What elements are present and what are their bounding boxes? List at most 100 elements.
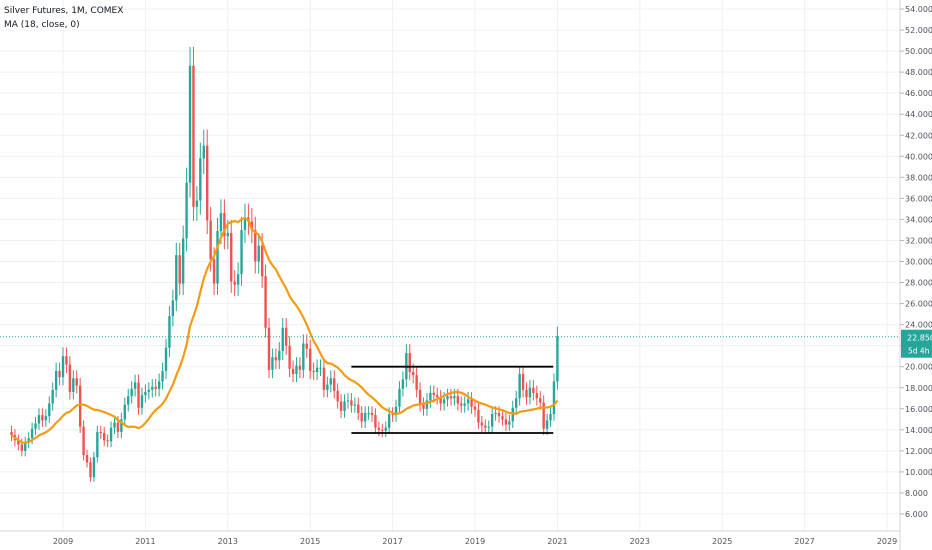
- price-axis: 6.000 8.000 10.000 12.000 14.000 16.000 18.000…: [900, 5, 932, 519]
- candle-body: [484, 425, 487, 428]
- candle-body: [515, 398, 518, 408]
- candle-body: [363, 413, 367, 422]
- time-tick-label: 2009: [53, 537, 73, 546]
- candle-body: [336, 390, 339, 402]
- candle-body: [381, 429, 384, 431]
- chart-grid: [0, 0, 900, 531]
- candle-body: [412, 371, 415, 376]
- candle-body: [384, 427, 387, 431]
- candle-body: [171, 300, 175, 317]
- candle-body: [494, 413, 497, 415]
- candle-body: [34, 423, 37, 429]
- candle-body: [532, 387, 535, 394]
- time-tick-label: 2023: [630, 537, 650, 546]
- candle-body: [10, 431, 13, 436]
- candle-body: [219, 213, 223, 231]
- candle-body: [240, 229, 243, 275]
- candle-body: [436, 395, 439, 398]
- candle-body: [446, 396, 449, 400]
- candle-body: [137, 382, 140, 408]
- candle-body: [288, 345, 291, 369]
- candle-body: [453, 396, 456, 399]
- candle-body: [501, 416, 504, 420]
- price-tick-label: 38.000: [905, 173, 932, 182]
- candle-body: [477, 409, 480, 423]
- candle-body: [556, 336, 559, 382]
- candle-body: [267, 327, 271, 370]
- candle-body: [30, 428, 34, 439]
- candle-body: [329, 378, 332, 385]
- candle-body: [75, 378, 78, 386]
- candle-body: [120, 419, 123, 432]
- candle-body: [199, 158, 202, 201]
- candle-body: [302, 343, 305, 370]
- price-tick-label: 44.000: [905, 110, 932, 119]
- candle-body: [216, 230, 219, 284]
- candle-body: [178, 255, 181, 284]
- candle-body: [202, 145, 205, 159]
- time-axis: 2009 2011 2013 2015 2017 2019 2021 2023 2025 2027…: [53, 537, 897, 546]
- candle-body: [312, 370, 315, 372]
- price-tick-label: 48.000: [905, 68, 932, 77]
- candle-body: [346, 400, 350, 402]
- candle-body: [99, 431, 102, 433]
- candle-body: [185, 182, 188, 239]
- candle-body: [309, 348, 312, 371]
- candle-body: [181, 238, 185, 284]
- candle-body: [230, 233, 233, 282]
- candle-body: [212, 259, 216, 284]
- candle-body: [439, 397, 442, 404]
- candle-body: [463, 403, 466, 406]
- candle-body: [82, 426, 85, 456]
- candle-body: [58, 370, 61, 378]
- candle-body: [144, 391, 147, 396]
- candle-body: [343, 401, 346, 411]
- candle-body: [151, 386, 154, 390]
- candle-body: [339, 401, 343, 411]
- candle-body: [24, 442, 27, 451]
- candle-body: [326, 384, 329, 390]
- candle-body: [333, 378, 336, 391]
- candle-body: [367, 413, 370, 414]
- candle-body: [281, 327, 284, 351]
- candle-body: [518, 374, 521, 399]
- candle-body: [374, 415, 377, 428]
- candle-body: [140, 395, 144, 408]
- candle-body: [415, 375, 418, 390]
- price-tick-label: 46.000: [905, 89, 932, 98]
- candle-body: [37, 415, 41, 424]
- candle-body: [41, 415, 44, 421]
- horizontal-level-lines: [351, 365, 554, 434]
- time-tick-label: 2025: [712, 537, 732, 546]
- candle-body: [27, 438, 30, 443]
- candle-body: [17, 440, 20, 445]
- time-tick-label: 2019: [465, 537, 485, 546]
- candle-body: [85, 455, 89, 463]
- candle-body: [61, 356, 65, 378]
- candle-body: [168, 316, 171, 348]
- candle-body: [377, 427, 381, 430]
- candle-body: [96, 431, 99, 458]
- candle-body: [370, 413, 374, 416]
- candle-body: [68, 364, 72, 392]
- candle-body: [490, 414, 494, 427]
- price-tick-label: 20.000: [905, 363, 932, 372]
- candle-body: [116, 422, 120, 432]
- candle-body: [175, 255, 178, 301]
- candle-body: [106, 440, 109, 442]
- price-tick-label: 10.000: [905, 468, 932, 477]
- candle-body: [535, 393, 538, 399]
- candle-body: [20, 444, 23, 451]
- candle-body: [487, 426, 490, 428]
- last-price-badge: 22.850 5d 4h: [901, 329, 932, 358]
- candle-body: [525, 389, 528, 398]
- candle-body: [78, 385, 82, 427]
- price-tick-label: 32.000: [905, 236, 932, 245]
- price-tick-label: 18.000: [905, 384, 932, 393]
- candle-body: [164, 347, 168, 371]
- indicator-label: MA (18, close, 0): [4, 20, 80, 30]
- candle-body: [260, 245, 264, 277]
- candle-body: [305, 343, 308, 349]
- candle-body: [109, 427, 113, 442]
